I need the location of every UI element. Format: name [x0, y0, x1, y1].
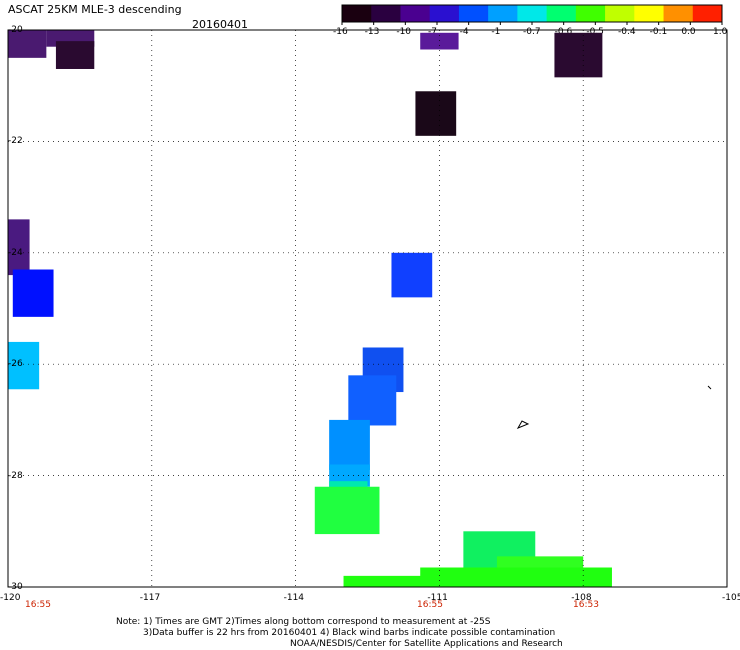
latitude-label: -22 [8, 136, 23, 147]
wind-cell [12, 269, 54, 317]
colorbar-swatch [634, 5, 665, 22]
map-title: ASCAT 25KM MLE-3 descending [8, 3, 182, 16]
wind-cell [348, 375, 397, 426]
colorbar [341, 4, 723, 25]
longitude-label: -111 [427, 593, 448, 603]
footer-note-1: Note: 1) Times are GMT 2)Times along bot… [116, 617, 491, 627]
map-plot [7, 29, 728, 588]
longitude-label: -105 [722, 593, 740, 603]
colorbar-label: -13 [364, 27, 380, 37]
colorbar-swatch [400, 5, 431, 22]
latitude-label: -26 [8, 359, 23, 370]
longitude-label: -114 [283, 593, 305, 603]
colorbar-label: 1.0 [713, 27, 728, 37]
colorbar-label: -7 [428, 27, 437, 37]
wind-cell [8, 219, 30, 276]
wind-barb [516, 420, 530, 429]
colorbar-swatch [342, 5, 372, 22]
colorbar-swatch [692, 5, 723, 22]
time-label: 16:55 [25, 600, 51, 610]
wind-cell [420, 567, 612, 587]
colorbar-swatch [458, 5, 489, 22]
colorbar-swatch [546, 5, 577, 22]
colorbar-swatch [605, 5, 635, 22]
longitude-label: -108 [571, 593, 592, 603]
colorbar-swatch [371, 5, 401, 22]
colorbar-label: -0.6 [554, 27, 573, 37]
wind-cell [415, 91, 457, 136]
colorbar-swatch [429, 5, 460, 22]
wind-cell [8, 341, 40, 390]
colorbar-label: -0.4 [618, 27, 636, 37]
latitude-label: -20 [8, 25, 23, 35]
colorbar-swatch [517, 5, 548, 22]
colorbar-label: 0.0 [681, 27, 696, 37]
wind-cell [554, 32, 603, 78]
colorbar-swatch [488, 5, 518, 22]
latitude-label: -28 [8, 470, 23, 481]
colorbar-label: -16 [333, 27, 348, 37]
time-label: 16:55 [417, 600, 443, 610]
wind-cell [329, 464, 370, 487]
colorbar-label: -0.1 [649, 27, 668, 37]
map-date: 20160401 [192, 18, 248, 31]
wind-cell [391, 252, 433, 298]
colorbar-label: -1 [491, 27, 501, 37]
wind-cell [420, 32, 459, 50]
colorbar-label: -0.5 [586, 27, 604, 37]
colorbar-label: -10 [396, 27, 412, 37]
wind-cell [8, 30, 47, 58]
latitude-label: -30 [8, 582, 23, 592]
footer-note-2: 3)Data buffer is 22 hrs from 20160401 4)… [143, 628, 556, 638]
time-label: 16:53 [573, 600, 599, 610]
wind-barb [707, 385, 712, 390]
map-frame [7, 29, 728, 588]
footer-note-3: NOAA/NESDIS/Center for Satellite Applica… [290, 639, 563, 649]
wind-cell [329, 419, 370, 471]
longitude-label: -120 [0, 593, 21, 603]
colorbar-label: -0.7 [523, 27, 541, 37]
wind-cell [55, 41, 95, 69]
latitude-label: -24 [8, 247, 23, 258]
wind-cell [314, 486, 380, 535]
colorbar-swatch [575, 5, 606, 22]
colorbar-swatch [663, 5, 694, 22]
longitude-label: -117 [139, 593, 161, 603]
colorbar-label: -4 [459, 27, 469, 37]
